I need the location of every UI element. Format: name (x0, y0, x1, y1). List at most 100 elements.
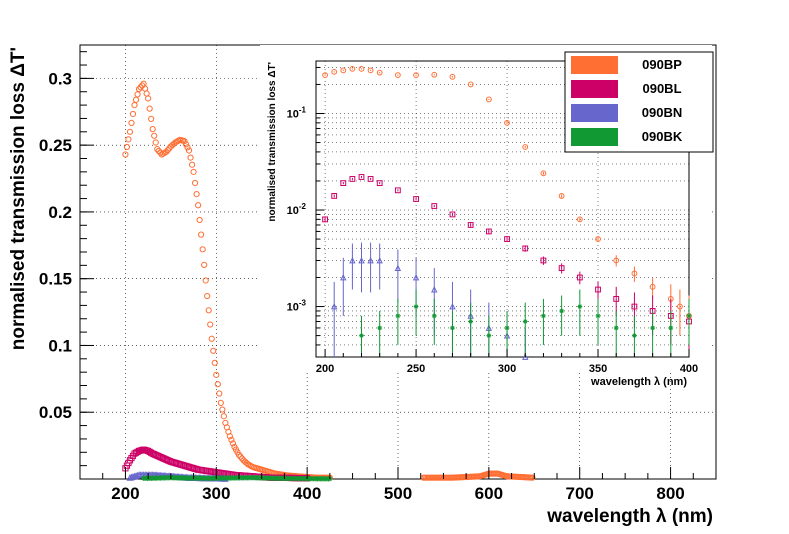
main-x-tick-label: 500 (384, 484, 412, 503)
inset-point-090BP (349, 65, 356, 72)
main-point-090BP (135, 85, 143, 93)
main-point-090BP (210, 347, 217, 354)
inset-y-tick-label: 10-2 (287, 202, 307, 217)
inset-point-090BL (413, 196, 419, 202)
inset-point-090BL (340, 180, 347, 187)
inset-point-090BN (330, 303, 338, 310)
inset-point-090BL (522, 245, 529, 252)
main-point-090BP (529, 474, 536, 481)
inset-point-090BL (467, 222, 474, 228)
inset-point-090BK (650, 325, 656, 331)
inset-series (322, 65, 692, 360)
inset-point-090BP (340, 67, 347, 74)
inset-point-090BK (632, 333, 637, 338)
inset-point-090BK (413, 304, 419, 309)
inset-point-090BL (331, 193, 338, 199)
inset-x-tick-label: 300 (498, 363, 516, 375)
main-point-090BP (214, 381, 221, 388)
main-point-090BP (181, 138, 188, 145)
inset-point-090BP (504, 119, 510, 126)
inset-point-090BL (322, 216, 328, 223)
main-point-090BP (149, 126, 156, 133)
main-x-tick-label: 700 (566, 484, 594, 503)
main-point-090BP (193, 191, 200, 198)
inset-point-090BP (467, 81, 474, 88)
inset-point-090BP (558, 193, 565, 199)
main-point-090BP (126, 128, 134, 135)
legend-items: 090BP 090BL 090BN 090BK (571, 56, 683, 146)
legend-swatch-090BL (571, 80, 618, 98)
inset-point-090BP (677, 303, 683, 310)
inset-grid (316, 61, 690, 358)
main-point-090BP (204, 292, 211, 300)
main-x-tick-label: 800 (656, 484, 684, 503)
main-y-tick-label: 0.3 (48, 69, 72, 88)
inset-point-090BL (394, 187, 401, 194)
inset-point-090BP (613, 257, 620, 264)
main-point-090BP (132, 96, 140, 103)
inset-point-090BN (376, 256, 383, 264)
inset-point-090BL (367, 176, 374, 182)
inset-point-090BK (668, 325, 674, 331)
inset-point-090BP (322, 72, 328, 79)
main-point-090BP (195, 202, 202, 209)
main-x-axis-label: wavelength λ (nm) (546, 506, 713, 527)
inset-point-090BL (349, 176, 356, 182)
inset-point-090BP (485, 96, 492, 103)
inset-axes: 200 250 300 350 400 10-3 10-2 10-1 (287, 66, 698, 375)
inset-point-090BP (376, 69, 383, 76)
inset-point-090BK (450, 325, 455, 331)
main-point-090BP (131, 101, 138, 109)
main-point-090BP (235, 451, 243, 459)
main-point-090BP (184, 144, 191, 151)
inset-y-tick-label: 10-3 (287, 299, 307, 314)
main-y-axis-label: normalised transmission loss ΔT' (8, 47, 29, 350)
main-point-090BP (182, 141, 190, 148)
inset-point-090BP (649, 283, 656, 290)
inset-point-090BL (449, 211, 456, 218)
main-y-tick-label: 0.25 (39, 136, 72, 155)
inset-x-tick-label: 250 (407, 363, 425, 375)
main-point-090BP (199, 246, 206, 253)
main-point-090BP (151, 132, 158, 139)
inset-point-090BN (358, 256, 365, 264)
inset-x-axis-label: wavelength λ (nm) (590, 376, 687, 388)
legend-label-090BL: 090BL (642, 81, 681, 96)
inset-point-090BP (431, 71, 438, 78)
main-point-090BP (163, 148, 170, 155)
legend-swatch-090BP (571, 56, 618, 74)
main-point-090BP (216, 390, 223, 397)
main-point-090BP (208, 335, 215, 342)
inset-point-090BN (412, 273, 420, 281)
inset-point-090BK (559, 308, 565, 314)
main-point-090BP (146, 105, 153, 112)
main-point-090BP (205, 307, 212, 314)
inset-point-090BL (540, 257, 547, 264)
main-x-tick-label: 600 (475, 484, 503, 503)
main-point-090BP (211, 359, 218, 366)
inset-point-090BN (431, 286, 438, 293)
main-y-tick-label: 0.05 (39, 403, 72, 422)
main-point-090BP (134, 91, 141, 98)
inset-y-tick-label: 10-1 (287, 106, 307, 121)
inset-point-090BN (394, 264, 402, 272)
inset-point-090BK (431, 313, 437, 319)
main-point-090BP (217, 399, 224, 406)
inset-series-090BK (359, 289, 692, 357)
inset-point-090BN (367, 256, 374, 264)
legend-swatch-090BN (571, 104, 618, 122)
legend-label-090BK: 090BK (642, 129, 683, 144)
inset-point-090BP (331, 68, 338, 75)
main-point-090BP (198, 231, 205, 238)
inset-point-090BP (576, 216, 583, 223)
main-point-090BP (191, 179, 199, 187)
main-point-090BP (125, 136, 132, 143)
main-point-090BP (155, 147, 162, 155)
inset-point-090BL (504, 236, 510, 242)
main-point-090BP (129, 110, 137, 118)
legend-label-090BP: 090BP (642, 57, 682, 72)
inset-point-090BL (376, 180, 383, 187)
inset-x-tick-label: 400 (680, 363, 698, 375)
main-point-090BP (187, 154, 194, 161)
